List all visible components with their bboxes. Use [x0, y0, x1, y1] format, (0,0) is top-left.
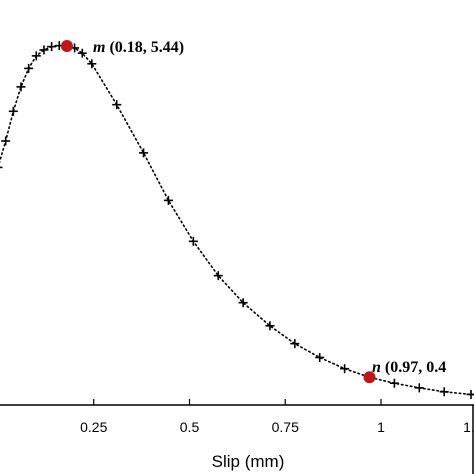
x-tick-label: 1: [377, 419, 385, 435]
highlight-point-m: [60, 39, 73, 52]
data-point-marker: [16, 82, 26, 92]
data-point-marker: [87, 59, 97, 69]
data-point-marker: [188, 236, 198, 246]
data-point-marker: [1, 136, 11, 146]
data-point-marker: [238, 298, 248, 308]
plot-area: [0, 41, 474, 399]
annotation-n: n (0.97, 0.4: [372, 359, 446, 376]
data-point-marker: [31, 51, 41, 61]
series-line: [0, 44, 474, 396]
annotations: m (0.18, 5.44) n (0.97, 0.4: [60, 39, 446, 384]
annotation-coords: (0.97, 0.4: [385, 359, 446, 376]
data-point-marker: [213, 271, 223, 281]
data-point-marker: [315, 352, 325, 362]
x-axis-title: Slip (mm): [212, 452, 285, 471]
data-point-marker: [0, 166, 3, 169]
annotation-m: m (0.18, 5.44): [93, 39, 184, 56]
annotation-symbol: n: [372, 359, 385, 376]
data-point-marker: [414, 383, 424, 393]
data-point-marker: [163, 195, 173, 205]
data-point-marker: [139, 148, 149, 158]
annotation-coords: (0.18, 5.44): [109, 39, 184, 56]
data-point-marker: [466, 389, 474, 399]
data-point-marker: [39, 45, 49, 55]
x-axis-ticks: 0.25 0.5 0.75 1 1.25: [80, 399, 474, 435]
data-point-marker: [439, 387, 449, 397]
data-point-marker: [340, 364, 350, 374]
x-tick-label: 0.25: [80, 419, 107, 435]
x-tick-label: 1.25: [463, 419, 474, 435]
data-point-marker: [24, 63, 34, 73]
data-point-marker: [265, 321, 275, 331]
data-point-marker: [112, 100, 122, 110]
axes: [0, 404, 474, 474]
annotation-symbol: m: [93, 39, 109, 56]
x-tick-label: 0.5: [180, 419, 200, 435]
x-tick-label: 0.75: [272, 419, 299, 435]
data-point-marker: [389, 378, 399, 388]
data-point-marker: [8, 106, 18, 116]
data-point-marker: [290, 339, 300, 349]
data-point-marker: [77, 48, 87, 58]
highlight-point-n: [363, 371, 376, 384]
data-point-marker: [47, 42, 57, 52]
